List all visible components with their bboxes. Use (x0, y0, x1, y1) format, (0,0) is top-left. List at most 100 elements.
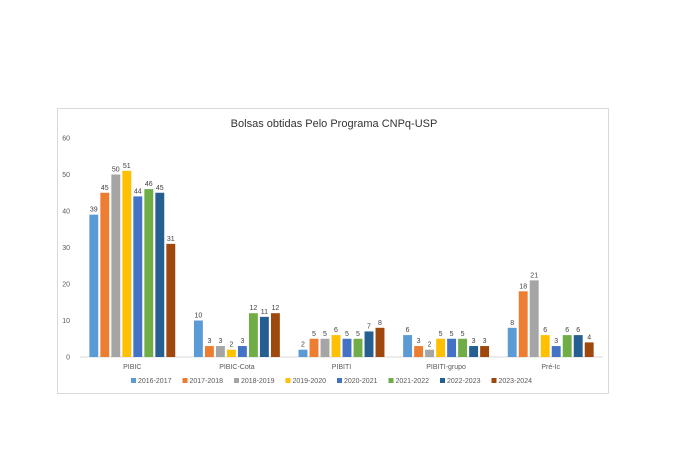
bar (518, 291, 528, 357)
data-label: 8 (510, 320, 514, 327)
data-label: 45 (156, 185, 164, 192)
y-tick-label: 10 (62, 318, 70, 325)
data-label: 6 (576, 327, 580, 334)
bar (342, 338, 352, 357)
data-label: 46 (145, 181, 153, 188)
x-tick-label: PIBIC-Cota (219, 364, 255, 371)
legend-label: 2018-2019 (241, 378, 275, 385)
legend-swatch (337, 378, 342, 383)
bar (100, 192, 110, 357)
data-label: 2 (428, 342, 432, 349)
data-label: 12 (272, 305, 280, 312)
bar (414, 346, 424, 357)
bar (540, 335, 550, 357)
bar (353, 338, 363, 357)
y-tick-label: 20 (62, 282, 70, 289)
bar (215, 346, 225, 357)
bar (375, 327, 385, 357)
bar (111, 174, 121, 357)
bar (331, 335, 341, 357)
legend: 2016-2017 2017-2018 2018-2019 2019-2020 2020… (131, 378, 532, 385)
legend-label: 2019-2020 (293, 378, 327, 385)
data-label: 3 (240, 338, 244, 345)
bar (166, 243, 176, 357)
y-tick-label: 30 (62, 245, 70, 252)
bar (248, 313, 258, 357)
legend-label: 2016-2017 (138, 378, 172, 385)
chart-title: Bolsas obtidas Pelo Programa CNPq-USP (231, 118, 438, 130)
data-label: 51 (123, 163, 131, 170)
bar (133, 196, 143, 357)
bar (447, 338, 457, 357)
bar (237, 346, 247, 357)
data-label: 3 (417, 338, 421, 345)
bar (122, 170, 132, 357)
bar (89, 214, 99, 357)
data-label: 2 (301, 342, 305, 349)
bar (364, 331, 374, 357)
x-tick-label: PIBITI-grupo (426, 364, 466, 371)
legend-swatch (234, 378, 239, 383)
bar (551, 346, 561, 357)
y-tick-label: 0 (66, 355, 70, 362)
data-label: 5 (461, 331, 465, 338)
legend-swatch (131, 378, 136, 383)
legend-label: 2023-2024 (499, 378, 533, 385)
data-label: 5 (356, 331, 360, 338)
data-label: 6 (543, 327, 547, 334)
bar (507, 327, 517, 357)
data-label: 50 (112, 167, 120, 174)
data-label: 7 (367, 323, 371, 330)
bar (144, 189, 154, 357)
data-label: 6 (565, 327, 569, 334)
data-label: 11 (261, 309, 268, 316)
legend-label: 2022-2023 (447, 378, 481, 385)
data-label: 31 (167, 236, 175, 243)
data-label: 18 (519, 283, 527, 290)
bar (425, 349, 435, 357)
bar (155, 192, 165, 357)
bar (204, 346, 214, 357)
legend-swatch (182, 378, 188, 383)
data-label: 5 (439, 331, 443, 338)
bar (309, 338, 319, 357)
data-label: 2 (229, 342, 233, 349)
data-label: 3 (218, 338, 222, 345)
x-tick-label: PIBITI (332, 364, 352, 371)
data-label: 4 (587, 334, 591, 341)
bar (562, 335, 572, 357)
bar-chart: Bolsas obtidas Pelo Programa CNPq-USP 0 1… (62, 118, 603, 385)
data-label: 5 (345, 331, 349, 338)
bar (573, 335, 583, 357)
data-label: 44 (134, 188, 142, 195)
x-tick-label: Pré-Ic (541, 364, 560, 371)
bar (584, 342, 594, 357)
data-label: 6 (406, 327, 410, 334)
y-tick-label: 40 (62, 209, 70, 216)
x-tick-label: PIBIC (123, 364, 141, 371)
bar (259, 316, 269, 357)
bar (403, 335, 413, 357)
bar (226, 349, 236, 357)
bar (298, 349, 308, 357)
bar (436, 338, 446, 357)
legend-label: 2020-2021 (344, 378, 378, 385)
legend-label: 2021-2022 (396, 378, 430, 385)
data-label: 6 (334, 327, 338, 334)
data-label: 5 (323, 331, 327, 338)
chart-frame: Bolsas obtidas Pelo Programa CNPq-USP 0 1… (57, 108, 609, 394)
data-label: 3 (472, 338, 476, 345)
data-label: 5 (450, 331, 454, 338)
legend-swatch (440, 378, 445, 383)
data-label: 45 (101, 185, 109, 192)
data-label: 3 (207, 338, 211, 345)
bar (320, 338, 330, 357)
data-label: 10 (195, 313, 203, 320)
bar (469, 346, 479, 357)
bar (458, 338, 468, 357)
legend-swatch (285, 378, 291, 383)
bar (193, 320, 203, 357)
data-label: 21 (530, 272, 538, 279)
bar (270, 313, 280, 357)
